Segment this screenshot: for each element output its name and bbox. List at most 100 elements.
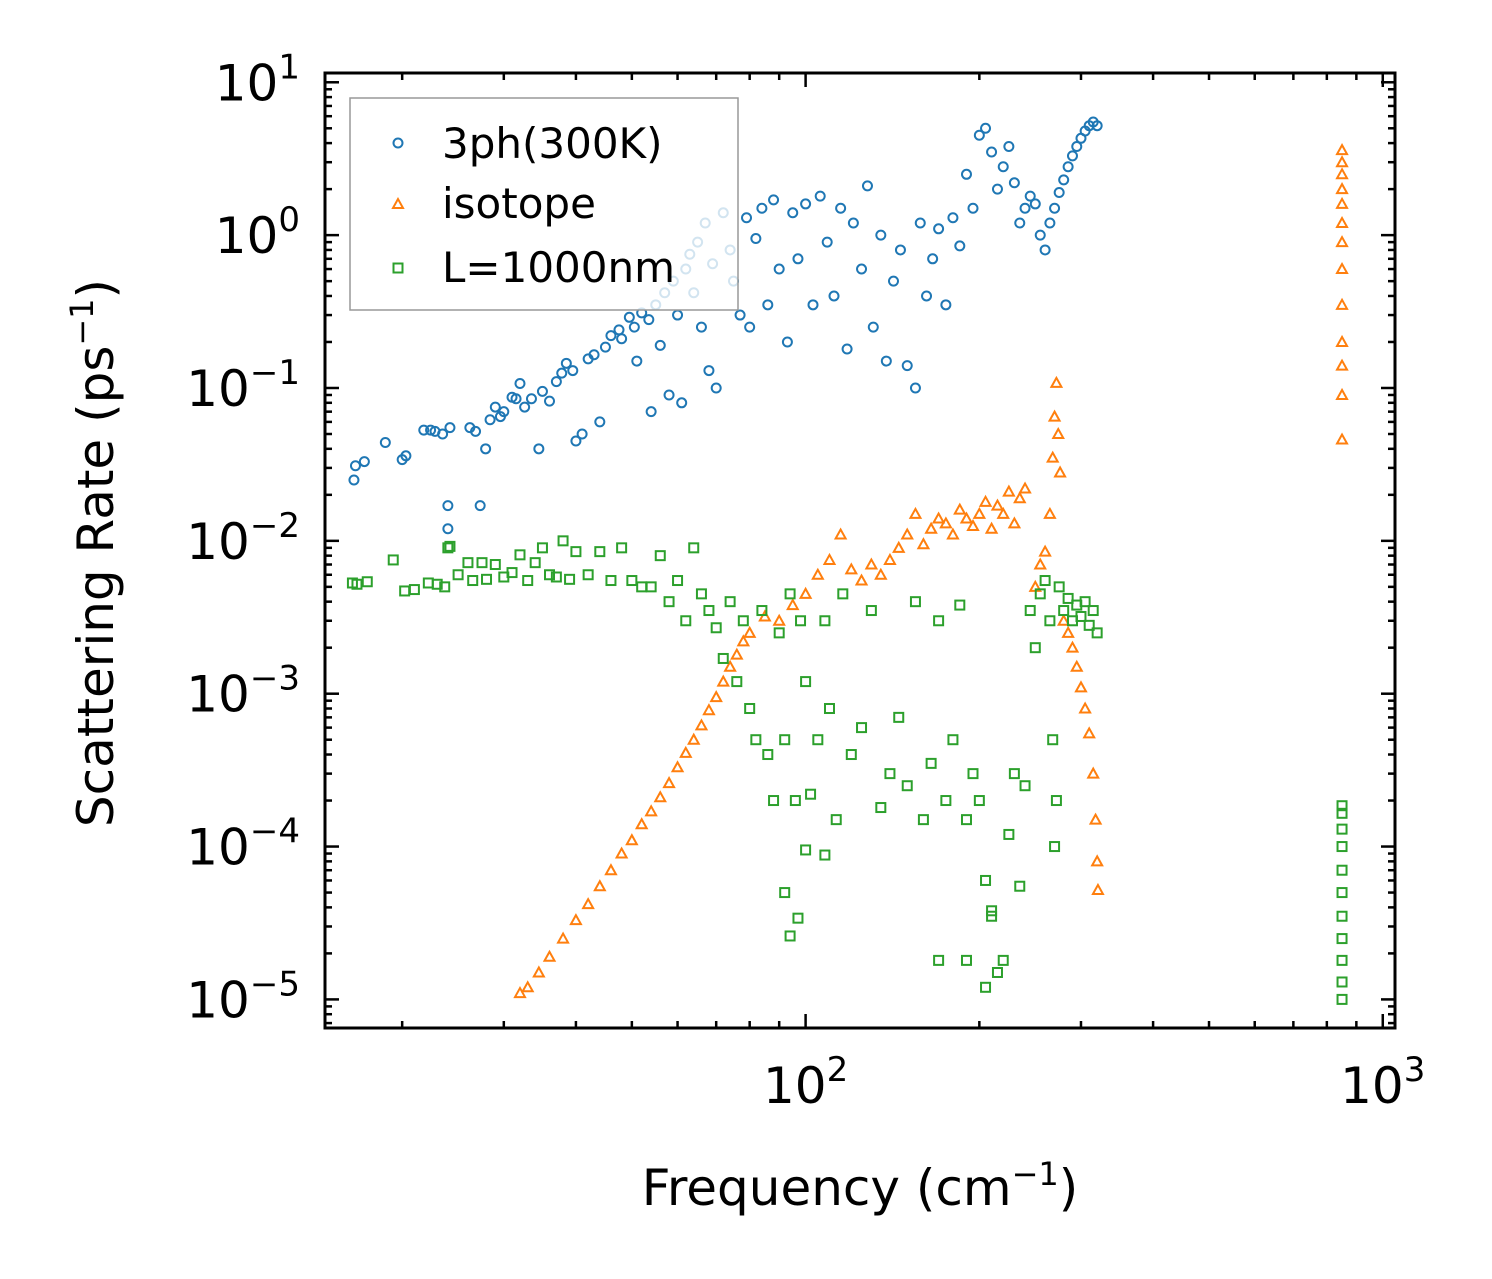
data-point-circle: [828, 290, 840, 302]
data-point-triangle: [939, 516, 953, 529]
x-axis-label: Frequency (cm−1): [642, 1155, 1079, 1217]
data-point-square: [800, 844, 812, 856]
data-point-circle: [1071, 141, 1083, 153]
data-point-circle: [914, 217, 926, 229]
data-point-square: [1047, 734, 1059, 746]
data-point-square: [1336, 976, 1348, 988]
data-point-circle: [349, 460, 361, 472]
y-tick-label: 10−3: [186, 659, 300, 724]
data-point-square: [980, 981, 992, 993]
data-point-triangle: [625, 833, 639, 846]
data-point-triangle: [900, 527, 914, 540]
data-point-triangle: [959, 511, 974, 524]
data-point-square: [654, 550, 666, 562]
data-point-triangle: [1335, 155, 1349, 168]
data-point-circle: [400, 450, 412, 462]
data-point-square: [1336, 841, 1348, 853]
data-point-circle: [947, 212, 959, 224]
data-point-square: [399, 585, 411, 597]
data-point-circle: [1053, 187, 1065, 199]
data-point-square: [1336, 933, 1348, 945]
data-point-circle: [792, 253, 804, 265]
data-point-triangle: [634, 817, 649, 830]
data-point-triangle: [972, 506, 987, 519]
data-point-square: [789, 795, 801, 807]
data-point-circle: [741, 212, 753, 224]
data-point-circle: [676, 397, 688, 409]
data-point-circle: [556, 367, 568, 379]
data-point-square: [476, 557, 488, 569]
x-tick-label: 102: [763, 1050, 848, 1115]
data-point-triangle: [811, 567, 825, 580]
data-point-circle: [841, 343, 853, 355]
data-point-triangle: [556, 931, 570, 944]
data-point-circle: [605, 330, 617, 342]
data-point-triangle: [966, 518, 980, 532]
data-point-triangle: [709, 690, 723, 703]
data-point-circle: [1058, 174, 1070, 186]
data-point-square: [1029, 642, 1041, 654]
data-point-square: [1039, 575, 1051, 587]
data-point-square: [800, 676, 812, 688]
data-point-circle: [986, 146, 998, 158]
data-point-circle: [616, 333, 628, 345]
data-point-circle: [623, 311, 635, 323]
data-point-circle: [1066, 150, 1078, 162]
data-point-square: [688, 542, 700, 554]
data-point-triangle: [854, 573, 869, 586]
data-point-square: [1062, 592, 1074, 604]
data-point-square: [933, 615, 945, 627]
legend-label-isotope: isotope: [442, 179, 596, 228]
data-point-circle: [474, 500, 486, 512]
data-point-circle: [821, 236, 833, 248]
data-point-square: [564, 573, 576, 585]
data-point-triangle: [687, 732, 701, 745]
data-point-square: [1024, 605, 1036, 617]
data-point-square: [960, 954, 972, 966]
data-point-square: [672, 575, 684, 587]
data-point-square: [933, 954, 945, 966]
data-point-triangle: [953, 502, 967, 515]
data-point-square: [909, 596, 921, 608]
data-point-square: [960, 814, 972, 826]
data-point-square: [1087, 605, 1099, 617]
data-point-square: [703, 605, 715, 617]
data-point-circle: [442, 500, 454, 512]
data-point-square: [991, 966, 1003, 978]
data-point-circle: [533, 443, 545, 455]
data-point-square: [724, 596, 736, 608]
data-point-square: [710, 622, 722, 634]
data-point-square: [408, 584, 420, 596]
data-point-square: [756, 605, 768, 617]
data-point-triangle: [1335, 167, 1349, 180]
data-point-circle: [894, 244, 906, 256]
data-point-square: [1019, 780, 1031, 792]
data-point-circle: [1039, 244, 1051, 256]
data-point-triangle: [653, 790, 667, 803]
data-point-triangle: [736, 634, 751, 647]
data-point-triangle: [1335, 432, 1349, 445]
data-point-square: [462, 557, 474, 569]
data-point-square: [1003, 828, 1015, 840]
data-point-square: [884, 768, 896, 780]
series-2: [346, 535, 1348, 1005]
data-point-circle: [997, 161, 1009, 173]
data-point-triangle: [1047, 409, 1062, 422]
data-point-triangle: [908, 506, 923, 519]
data-point-triangle: [702, 703, 716, 716]
data-point-square: [784, 930, 796, 942]
data-point-triangle: [822, 552, 837, 565]
data-point-triangle: [864, 557, 879, 570]
data-point-square: [1034, 588, 1046, 600]
data-point-circle: [525, 393, 537, 405]
data-point-square: [865, 605, 877, 617]
data-point-square: [636, 581, 648, 593]
data-point-circle: [470, 425, 482, 437]
data-point-triangle: [1335, 182, 1349, 195]
data-point-circle: [570, 435, 582, 447]
data-point-square: [1014, 880, 1026, 892]
data-point-circle: [379, 436, 391, 448]
data-point-triangle: [513, 986, 527, 999]
data-point-circle: [787, 207, 799, 219]
data-point-triangle: [1070, 659, 1084, 672]
